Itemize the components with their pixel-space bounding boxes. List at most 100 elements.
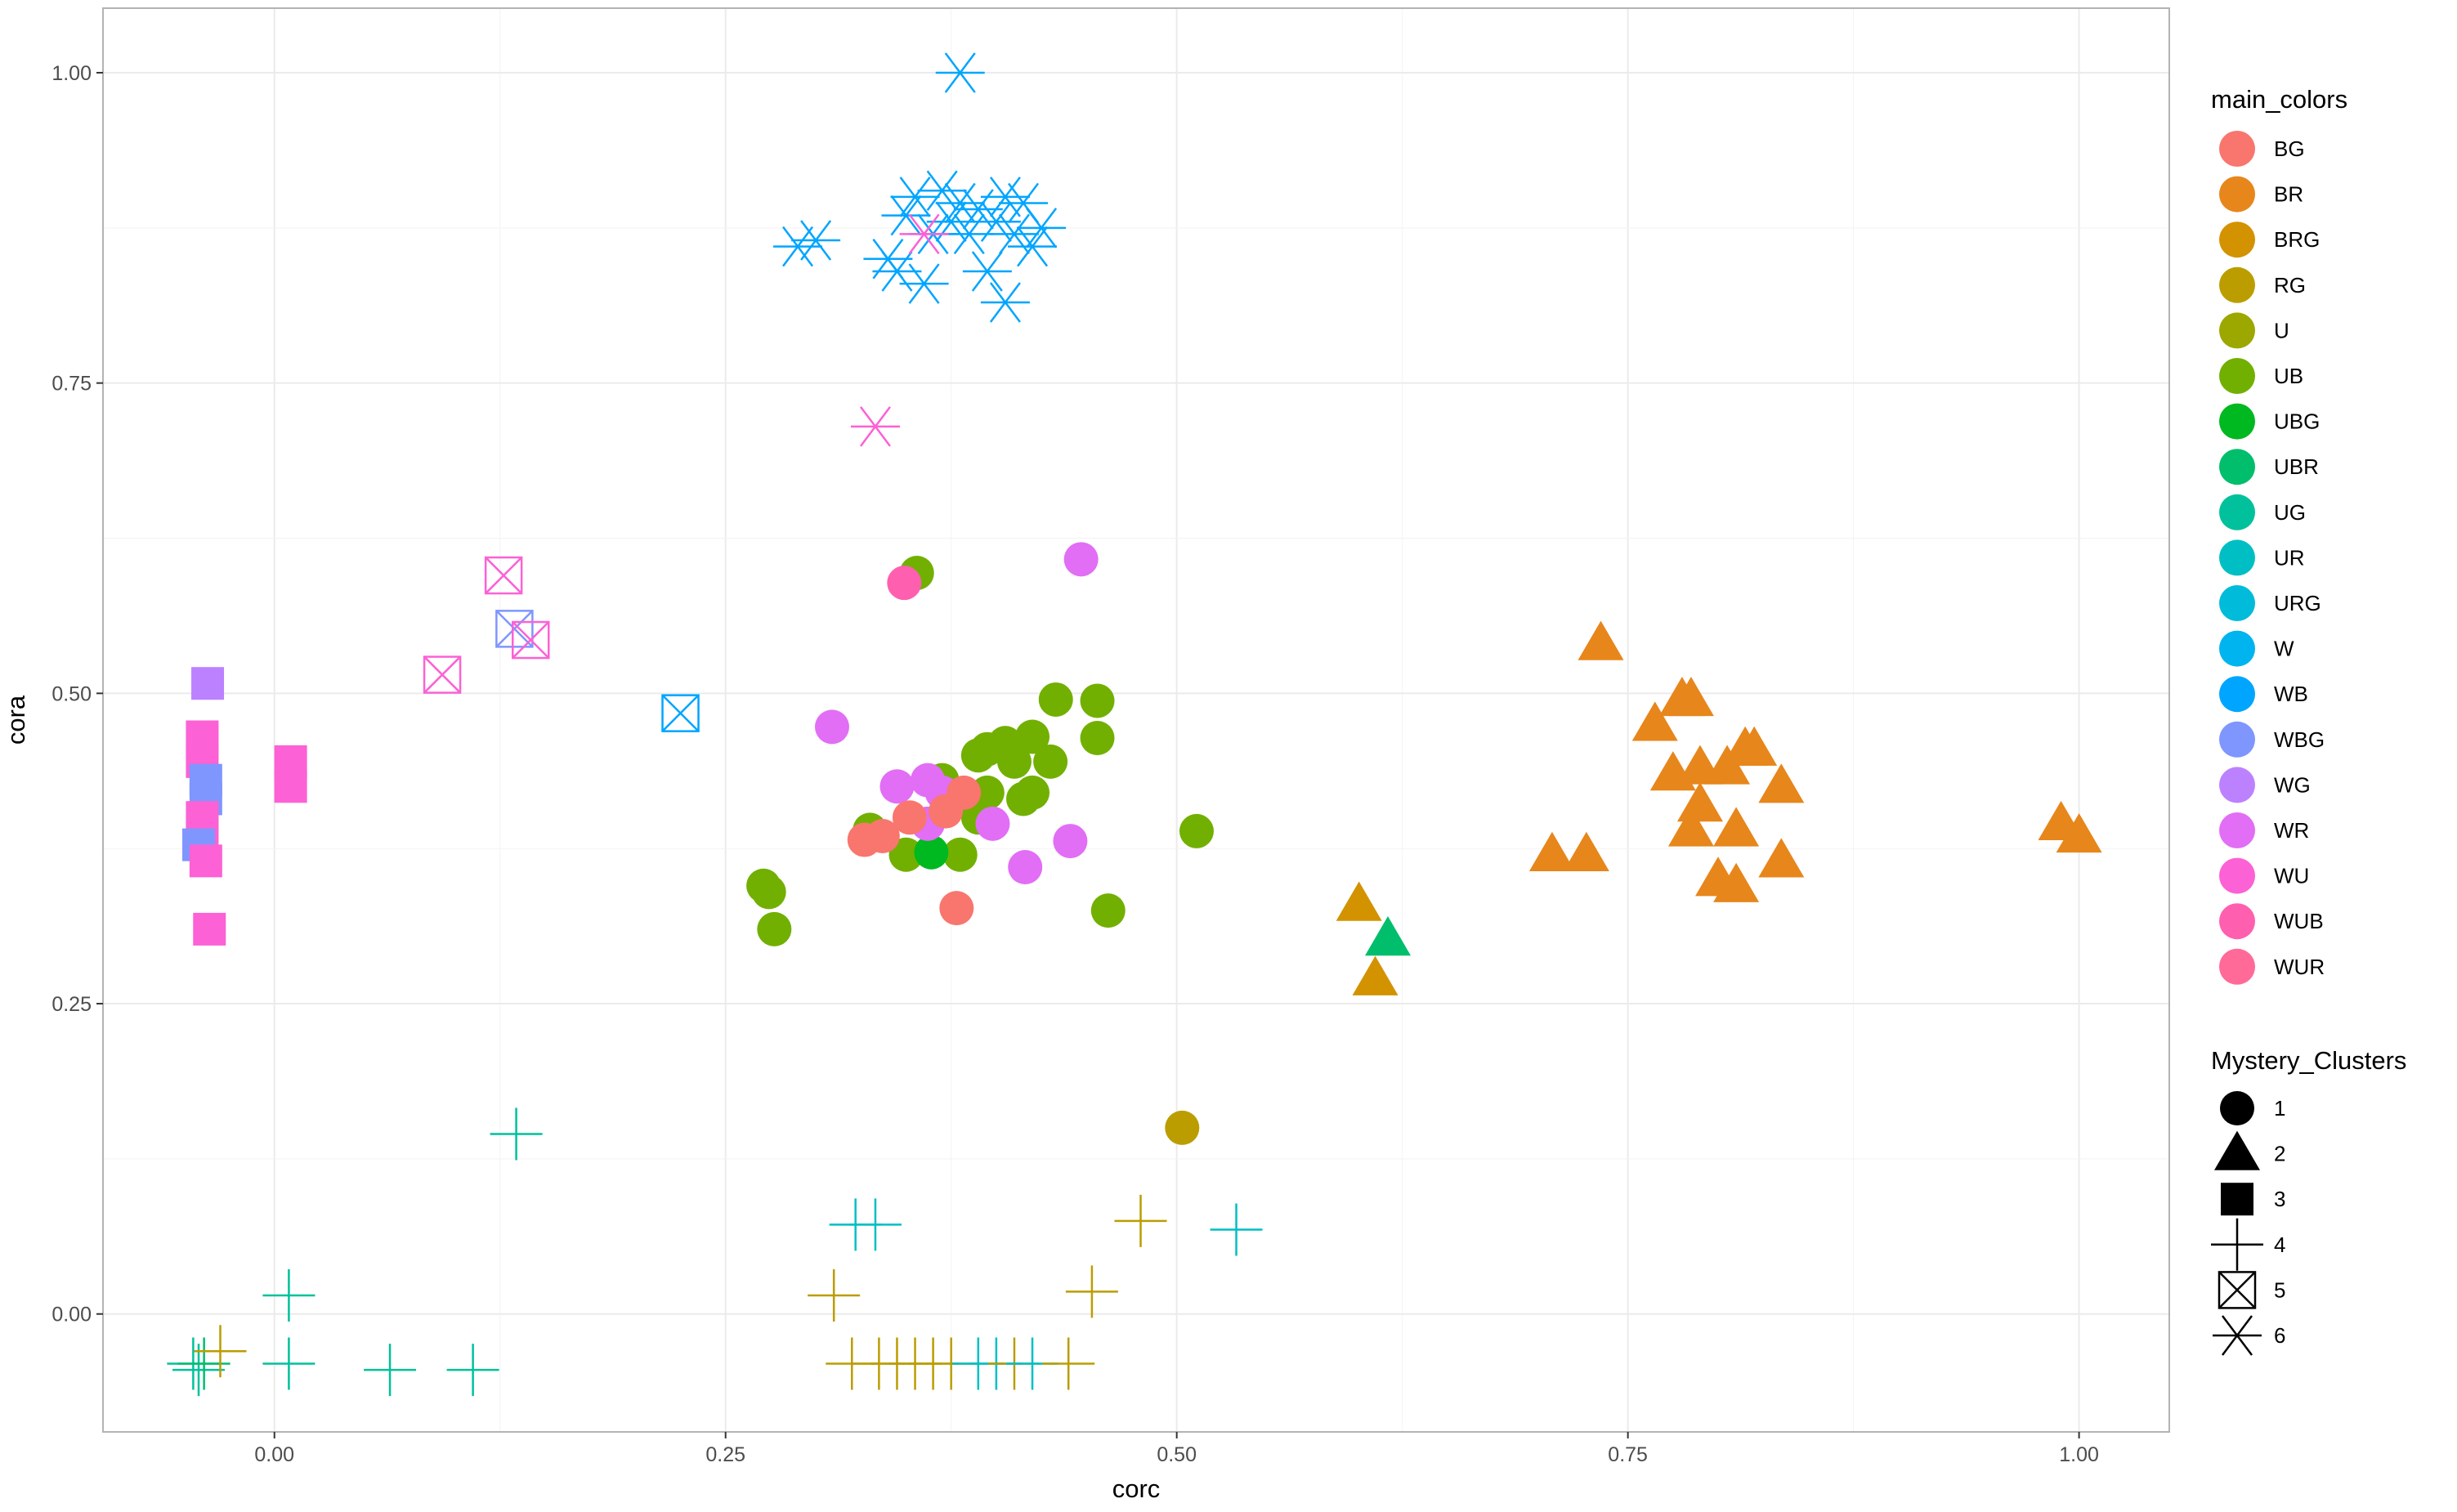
legend-label-cluster-1: 1 bbox=[2274, 1096, 2285, 1121]
legend-label-wb: WB bbox=[2274, 682, 2308, 706]
data-point bbox=[881, 195, 931, 236]
legend-label-urg: URG bbox=[2274, 591, 2321, 615]
data-point bbox=[1080, 683, 1115, 718]
data-point bbox=[899, 263, 949, 304]
data-point bbox=[1528, 831, 1575, 871]
legend-label-wr: WR bbox=[2274, 818, 2309, 843]
y-tick-label: 0.75 bbox=[51, 373, 92, 396]
data-point bbox=[1713, 807, 1760, 847]
x-axis-ticks: 0.00 0.25 0.50 0.75 1.00 bbox=[254, 1432, 2099, 1466]
data-point bbox=[814, 709, 849, 745]
legend-label-wg: WG bbox=[2274, 772, 2311, 797]
grid-lines bbox=[103, 8, 2169, 1432]
data-point bbox=[865, 819, 900, 854]
data-point bbox=[939, 891, 974, 926]
legend-label-wur: WUR bbox=[2274, 955, 2325, 979]
data-point bbox=[850, 406, 900, 447]
legend-label-w: W bbox=[2274, 637, 2294, 661]
data-point bbox=[1080, 721, 1115, 756]
legend-label-bg: BG bbox=[2274, 136, 2305, 161]
data-point bbox=[189, 844, 222, 878]
data-point bbox=[1667, 676, 1714, 717]
data-point bbox=[1758, 838, 1805, 878]
data-point bbox=[1053, 824, 1088, 859]
data-point bbox=[1713, 862, 1760, 902]
legend-label-cluster-4: 4 bbox=[2274, 1232, 2285, 1257]
data-point bbox=[890, 177, 940, 217]
legend-label-ug: UG bbox=[2274, 500, 2306, 525]
panel-border bbox=[102, 7, 2170, 1433]
data-point bbox=[1008, 849, 1043, 884]
data-point bbox=[1758, 763, 1805, 803]
legend-key-ubg bbox=[2219, 403, 2255, 440]
data-point bbox=[1008, 226, 1058, 267]
data-point bbox=[1017, 208, 1067, 248]
legend-key-ug bbox=[2219, 494, 2255, 530]
data-point bbox=[751, 875, 786, 910]
legend-shape-5 bbox=[2218, 1271, 2257, 1309]
legend-shape-6 bbox=[2213, 1315, 2262, 1356]
data-point bbox=[364, 1344, 417, 1397]
legend-shape-1 bbox=[2220, 1091, 2254, 1125]
data-point bbox=[446, 1344, 499, 1397]
data-point bbox=[888, 837, 924, 872]
y-tick-label: 1.00 bbox=[51, 62, 92, 85]
data-points bbox=[167, 52, 2102, 1397]
data-point bbox=[490, 1107, 543, 1161]
data-point bbox=[1015, 719, 1050, 754]
data-point bbox=[975, 806, 1010, 841]
data-point bbox=[962, 251, 1012, 292]
data-point bbox=[757, 911, 792, 946]
data-point bbox=[942, 837, 978, 872]
legend-key-urg bbox=[2219, 585, 2255, 621]
legend-label-brg: BRG bbox=[2274, 227, 2320, 252]
legend-key-ub bbox=[2219, 358, 2255, 394]
legend-label-cluster-3: 3 bbox=[2274, 1187, 2285, 1211]
legend-label-ubg: UBG bbox=[2274, 409, 2320, 434]
data-point bbox=[1179, 813, 1214, 848]
data-point bbox=[1114, 1194, 1167, 1247]
y-tick-label: 0.00 bbox=[51, 1304, 92, 1326]
legend-key-wur bbox=[2219, 948, 2255, 985]
legend-key-wb bbox=[2219, 676, 2255, 713]
data-point bbox=[960, 738, 996, 773]
data-point bbox=[899, 213, 949, 255]
legend-key-wr bbox=[2219, 812, 2255, 848]
legend-key-wg bbox=[2219, 767, 2255, 803]
data-point bbox=[935, 52, 985, 93]
legend-label-wu: WU bbox=[2274, 864, 2309, 888]
data-point bbox=[1563, 831, 1609, 871]
legend-label-cluster-2: 2 bbox=[2274, 1142, 2285, 1166]
x-tick-label: 0.75 bbox=[1608, 1443, 1648, 1466]
legend-label-wub: WUB bbox=[2274, 909, 2324, 933]
panel-background bbox=[103, 8, 2169, 1432]
data-point bbox=[996, 744, 1032, 779]
data-point bbox=[1015, 775, 1050, 810]
data-point bbox=[947, 775, 982, 810]
legend-key-ur bbox=[2219, 539, 2255, 576]
legend-key-rg bbox=[2219, 266, 2255, 303]
data-point bbox=[980, 177, 1030, 217]
y-axis-title: cora bbox=[2, 695, 30, 745]
data-point bbox=[1063, 542, 1099, 577]
data-point bbox=[1165, 1110, 1200, 1145]
x-axis-title: corc bbox=[1112, 1474, 1161, 1503]
legend-key-ubr bbox=[2219, 449, 2255, 485]
data-point bbox=[887, 566, 922, 601]
data-point bbox=[172, 1344, 226, 1397]
y-tick-label: 0.25 bbox=[51, 993, 92, 1016]
data-point bbox=[791, 220, 841, 261]
data-point bbox=[935, 182, 985, 224]
data-point bbox=[1336, 881, 1382, 921]
data-point bbox=[848, 1198, 902, 1251]
legend-key-brg bbox=[2219, 221, 2255, 258]
data-point bbox=[1578, 620, 1624, 660]
data-point bbox=[1033, 744, 1068, 779]
x-tick-label: 0.25 bbox=[705, 1443, 745, 1466]
legend-label-cluster-6: 6 bbox=[2274, 1323, 2285, 1348]
legend-label-u: U bbox=[2274, 318, 2289, 342]
data-point bbox=[423, 655, 462, 694]
legend-key-bg bbox=[2219, 131, 2255, 167]
data-point bbox=[495, 610, 534, 648]
